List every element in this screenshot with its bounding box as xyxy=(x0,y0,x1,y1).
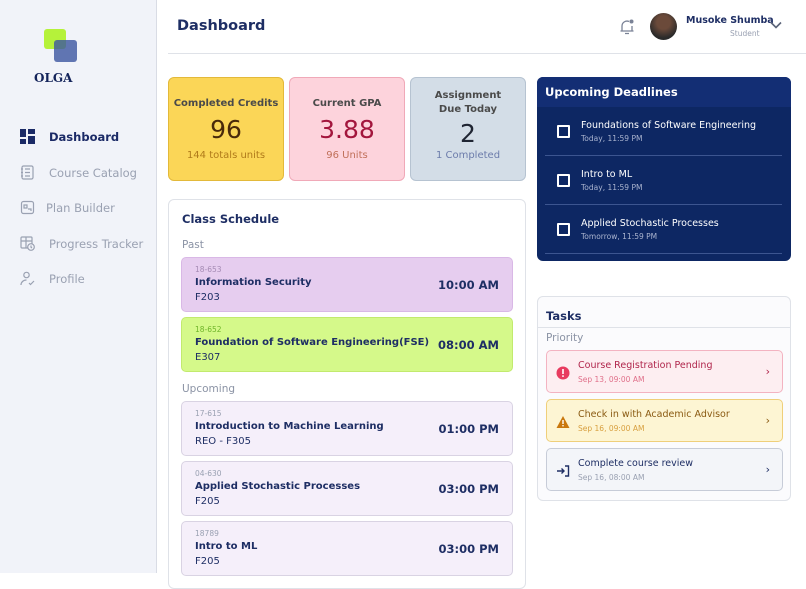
deadline-item: Applied Stochastic Processes Tomorrow, 1… xyxy=(545,205,782,254)
progress-icon xyxy=(20,236,35,251)
class-code: 17-615 xyxy=(195,409,222,418)
class-name: Introduction to Machine Learning xyxy=(195,421,384,432)
class-item[interactable]: 17-615 Introduction to Machine Learning … xyxy=(181,401,513,456)
sidebar-item-label: Profile xyxy=(49,271,85,286)
task-item[interactable]: Check in with Academic Advisor Sep 16, 0… xyxy=(546,399,783,442)
class-room: F205 xyxy=(195,556,220,567)
sidebar-item-label: Course Catalog xyxy=(49,165,137,180)
alert-circle-icon xyxy=(556,365,570,380)
class-schedule-panel: Class Schedule Past Upcoming 18-653 Info… xyxy=(168,199,526,589)
tasks-panel: Tasks Priority Course Registration Pendi… xyxy=(537,296,791,501)
sidebar-item-label: Plan Builder xyxy=(46,200,115,215)
past-label: Past xyxy=(182,239,204,251)
stat-sub: 96 Units xyxy=(326,150,368,161)
class-name: Applied Stochastic Processes xyxy=(195,481,361,492)
upcoming-deadlines-panel: Upcoming Deadlines Foundations of Softwa… xyxy=(537,77,791,261)
deadline-checkbox[interactable] xyxy=(557,125,570,138)
sidebar-item-progress-tracker[interactable]: Progress Tracker xyxy=(20,236,143,251)
class-name: Information Security xyxy=(195,277,312,288)
class-item[interactable]: 18-653 Information Security F203 10:00 A… xyxy=(181,257,513,312)
stat-value: 3.88 xyxy=(319,115,375,144)
sidebar-item-label: Dashboard xyxy=(49,129,120,144)
class-item[interactable]: 18789 Intro to ML F205 03:00 PM xyxy=(181,521,513,576)
dashboard-icon xyxy=(20,129,35,144)
sidebar-item-profile[interactable]: Profile xyxy=(20,271,85,286)
class-time: 10:00 AM xyxy=(438,278,499,292)
class-name: Intro to ML xyxy=(195,541,258,552)
notification-bell-icon[interactable] xyxy=(619,18,635,35)
deadline-checkbox[interactable] xyxy=(557,174,570,187)
class-code: 04-630 xyxy=(195,469,222,478)
stat-card: Completed Credits 96 144 totals units xyxy=(168,77,284,181)
sign-in-icon xyxy=(556,463,570,477)
warning-triangle-icon xyxy=(556,414,570,428)
chevron-right-icon: › xyxy=(765,463,770,476)
stat-value: 2 xyxy=(460,119,476,148)
deadline-due: Today, 11:59 PM xyxy=(581,134,643,143)
avatar[interactable] xyxy=(650,13,677,40)
olga-logo[interactable] xyxy=(42,29,82,65)
class-item[interactable]: 18-652 Foundation of Software Engineerin… xyxy=(181,317,513,372)
task-title: Check in with Academic Advisor xyxy=(578,409,730,420)
chevron-right-icon: › xyxy=(765,365,770,378)
sidebar-item-course-catalog[interactable]: Course Catalog xyxy=(20,165,137,180)
class-code: 18-653 xyxy=(195,265,222,274)
priority-label: Priority xyxy=(546,332,584,344)
deadline-title: Applied Stochastic Processes xyxy=(581,218,719,229)
sidebar-item-plan-builder[interactable]: Plan Builder xyxy=(20,200,115,215)
class-time: 03:00 PM xyxy=(438,482,499,496)
task-item[interactable]: Course Registration Pending Sep 13, 09:0… xyxy=(546,350,783,393)
deadline-title: Foundations of Software Engineering xyxy=(581,120,757,131)
class-code: 18-652 xyxy=(195,325,222,334)
class-room: F203 xyxy=(195,292,220,303)
stat-label: Current GPA xyxy=(312,98,382,109)
user-name: Musoke Shumba xyxy=(686,15,774,26)
deadline-item: Foundations of Software Engineering Toda… xyxy=(545,107,782,156)
task-date: Sep 16, 09:00 AM xyxy=(578,424,645,433)
stat-label: Completed Credits xyxy=(173,98,279,109)
header-divider xyxy=(168,53,806,54)
deadlines-title: Upcoming Deadlines xyxy=(537,77,791,107)
page-title: Dashboard xyxy=(177,18,266,34)
chevron-down-icon[interactable] xyxy=(770,21,782,29)
stat-sub: 1 Completed xyxy=(435,150,501,161)
task-title: Complete course review xyxy=(578,458,693,469)
task-date: Sep 13, 09:00 AM xyxy=(578,375,645,384)
stat-label: Assignment Due Today xyxy=(434,90,502,115)
deadline-checkbox[interactable] xyxy=(557,223,570,236)
user-role: Student xyxy=(730,29,760,38)
stat-sub: 144 totals units xyxy=(186,150,266,161)
task-date: Sep 16, 08:00 AM xyxy=(578,473,645,482)
class-time: 03:00 PM xyxy=(438,542,499,556)
plan-icon xyxy=(20,200,35,215)
upcoming-label: Upcoming xyxy=(182,383,236,395)
chevron-right-icon: › xyxy=(765,414,770,427)
class-item[interactable]: 04-630 Applied Stochastic Processes F205… xyxy=(181,461,513,516)
class-room: REO - F305 xyxy=(195,436,251,447)
class-name: Foundation of Software Engineering(FSE) xyxy=(195,337,430,348)
profile-icon xyxy=(20,271,35,286)
sidebar: OLGA Dashboard Course Catalog Plan Build… xyxy=(0,0,157,573)
task-item[interactable]: Complete course review Sep 16, 08:00 AM … xyxy=(546,448,783,491)
deadline-item: Intro to ML Today, 11:59 PM xyxy=(545,156,782,205)
deadline-due: Today, 11:59 PM xyxy=(581,183,643,192)
task-title: Course Registration Pending xyxy=(578,360,713,371)
stat-card: Current GPA 3.88 96 Units xyxy=(289,77,405,181)
class-code: 18789 xyxy=(195,529,219,538)
class-schedule-title: Class Schedule xyxy=(182,212,280,226)
deadline-title: Intro to ML xyxy=(581,169,633,180)
brand-name: OLGA xyxy=(34,71,73,85)
stat-card: Assignment Due Today 2 1 Completed xyxy=(410,77,526,181)
class-time: 08:00 AM xyxy=(438,338,499,352)
class-room: F205 xyxy=(195,496,220,507)
class-room: E307 xyxy=(195,352,221,363)
deadline-due: Tomorrow, 11:59 PM xyxy=(581,232,658,241)
class-time: 01:00 PM xyxy=(438,422,499,436)
stat-value: 96 xyxy=(210,115,242,144)
tasks-title: Tasks xyxy=(546,309,582,323)
sidebar-item-label: Progress Tracker xyxy=(49,236,144,251)
catalog-icon xyxy=(21,165,34,180)
sidebar-item-dashboard[interactable]: Dashboard xyxy=(20,129,119,144)
